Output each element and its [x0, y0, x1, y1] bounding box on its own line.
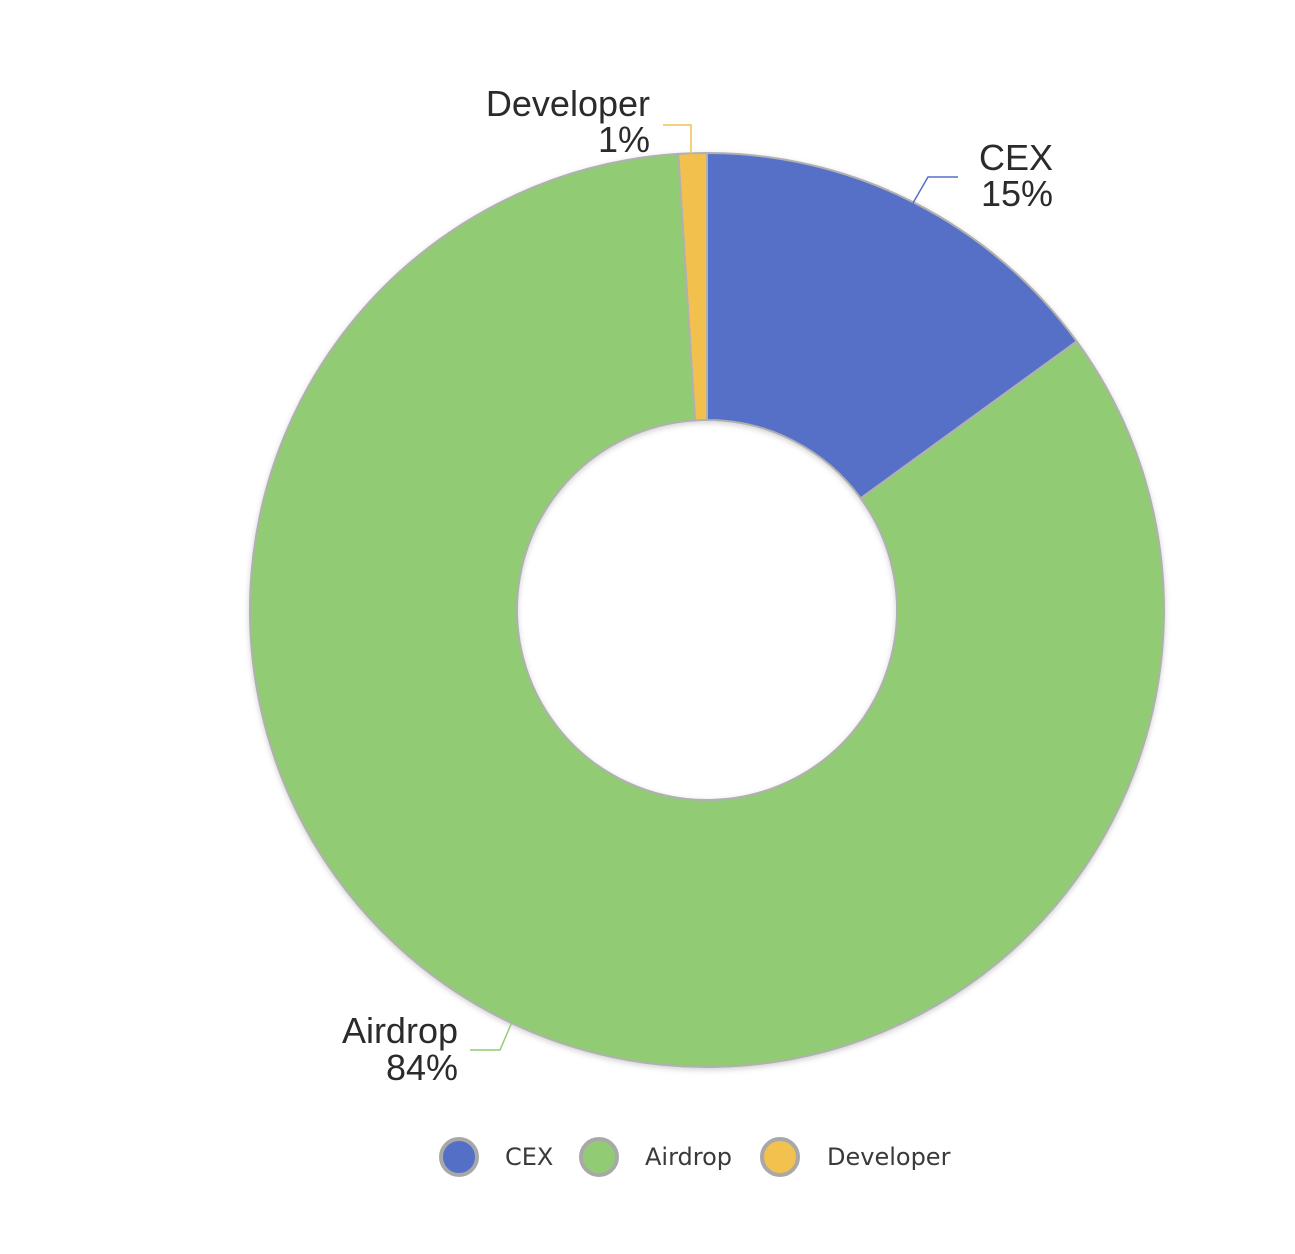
legend: CEX Airdrop Developer	[439, 1137, 951, 1177]
legend-marker-cex	[439, 1137, 479, 1177]
callout-name-developer: Developer	[486, 83, 650, 124]
legend-marker-developer	[760, 1137, 800, 1177]
legend-item-developer[interactable]: Developer	[760, 1137, 951, 1177]
leader-line-cex	[912, 176, 958, 204]
slice-airdrop[interactable]	[249, 152, 1165, 1068]
callout-value-cex: 15%	[981, 173, 1053, 214]
leader-lines-group	[470, 124, 958, 1051]
leader-line-developer	[663, 124, 692, 155]
legend-label-airdrop: Airdrop	[645, 1143, 732, 1171]
legend-label-cex: CEX	[505, 1143, 553, 1171]
legend-item-airdrop[interactable]: Airdrop	[579, 1137, 732, 1177]
legend-marker-airdrop	[579, 1137, 619, 1177]
leader-line-airdrop	[470, 1021, 513, 1051]
callout-name-cex: CEX	[979, 137, 1053, 178]
callout-value-developer: 1%	[598, 119, 650, 160]
callout-name-airdrop: Airdrop	[342, 1010, 458, 1051]
callout-value-airdrop: 84%	[386, 1047, 458, 1088]
slice-developer[interactable]	[677, 151, 708, 422]
legend-item-cex[interactable]: CEX	[439, 1137, 553, 1177]
slice-cex[interactable]	[706, 151, 1079, 500]
slices-group	[249, 151, 1165, 1068]
legend-label-developer: Developer	[827, 1143, 951, 1171]
